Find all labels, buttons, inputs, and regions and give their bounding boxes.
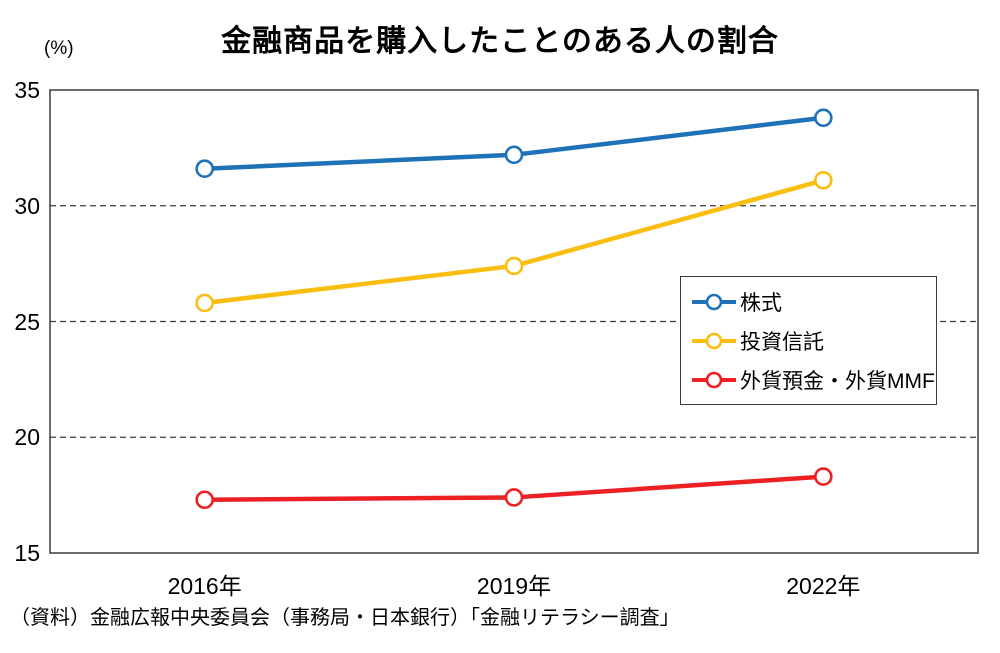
x-tick-label: 2019年	[476, 573, 552, 599]
data-point	[195, 490, 214, 510]
legend: 株式 投資信託 外貨預金・外貨MMF	[680, 276, 937, 405]
data-point	[195, 159, 214, 179]
legend-item: 投資信託	[691, 326, 926, 356]
data-point	[195, 293, 214, 313]
plot-border	[49, 89, 979, 554]
legend-item: 株式	[691, 287, 926, 317]
x-tick-label: 2022年	[786, 573, 861, 599]
legend-item-label: 外貨預金・外貨MMF	[740, 369, 935, 393]
y-axis-unit-label: (%)	[44, 38, 74, 59]
legend-swatch-icon	[692, 293, 736, 310]
data-point	[814, 108, 833, 128]
chart-title: 金融商品を購入したことのある人の割合	[221, 25, 779, 58]
data-point	[814, 467, 833, 486]
data-point	[504, 488, 524, 507]
legend-swatch-icon	[692, 371, 736, 388]
legend-swatch-icon	[692, 332, 736, 349]
y-tick-label: 25	[14, 308, 40, 335]
y-tick-label: 20	[14, 424, 40, 451]
y-tick-label: 15	[14, 540, 40, 566]
y-tick-label: 30	[14, 192, 40, 219]
x-tick-label: 2016年	[167, 573, 242, 599]
data-point	[504, 145, 524, 165]
legend-item-label: 株式	[740, 291, 782, 315]
data-point	[504, 256, 524, 276]
legend-item-label: 投資信託	[740, 330, 824, 354]
data-point	[814, 170, 833, 190]
source-note: （資料）金融広報中央委員会（事務局・日本銀行）「金融リテラシー調査」	[10, 607, 680, 629]
y-tick-label: 35	[14, 77, 40, 103]
legend-item: 外貨預金・外貨MMF	[691, 365, 935, 395]
